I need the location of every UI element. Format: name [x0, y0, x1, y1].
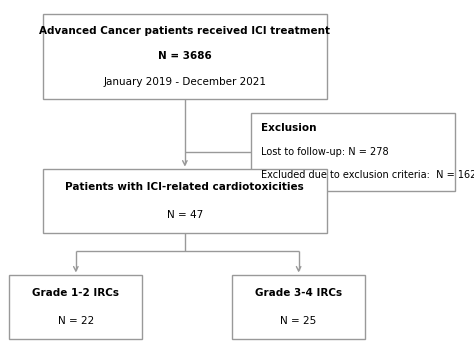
Text: Patients with ICI-related cardiotoxicities: Patients with ICI-related cardiotoxiciti… — [65, 182, 304, 192]
Text: N = 25: N = 25 — [281, 316, 317, 326]
FancyBboxPatch shape — [43, 14, 327, 99]
Text: Advanced Cancer patients received ICI treatment: Advanced Cancer patients received ICI tr… — [39, 26, 330, 36]
Text: N = 3686: N = 3686 — [158, 52, 212, 61]
FancyBboxPatch shape — [232, 275, 365, 339]
Text: N = 22: N = 22 — [58, 316, 94, 326]
FancyBboxPatch shape — [251, 113, 455, 191]
Text: Grade 1-2 IRCs: Grade 1-2 IRCs — [32, 288, 119, 298]
Text: N = 47: N = 47 — [167, 210, 203, 220]
Text: January 2019 - December 2021: January 2019 - December 2021 — [103, 77, 266, 87]
FancyBboxPatch shape — [9, 275, 142, 339]
Text: Excluded due to exclusion criteria:  N = 162: Excluded due to exclusion criteria: N = … — [261, 170, 474, 180]
FancyBboxPatch shape — [43, 169, 327, 233]
Text: Exclusion: Exclusion — [261, 123, 316, 133]
Text: Grade 3-4 IRCs: Grade 3-4 IRCs — [255, 288, 342, 298]
Text: Lost to follow-up: N = 278: Lost to follow-up: N = 278 — [261, 147, 388, 157]
